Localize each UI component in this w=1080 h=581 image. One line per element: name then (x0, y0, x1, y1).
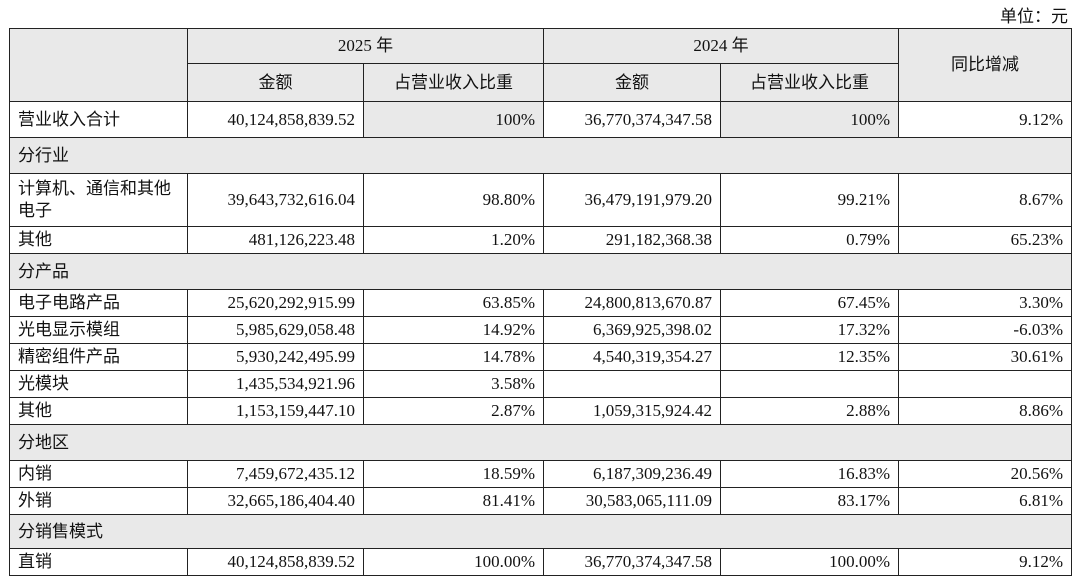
cell-value: 40,124,858,839.52 (187, 548, 364, 576)
table-row: 光模块 1,435,534,921.96 3.58% (9, 370, 1072, 398)
header-year: 2024 年 (543, 28, 899, 64)
cell-value: 6,187,309,236.49 (543, 460, 721, 488)
cell-value: 1.20% (363, 226, 544, 254)
header-blank (9, 28, 188, 102)
header-year: 2025 年 (187, 28, 544, 64)
row-label: 精密组件产品 (9, 343, 188, 371)
cell-value: 81.41% (363, 487, 544, 515)
cell-value: 99.21% (720, 173, 899, 227)
table-row: 精密组件产品 5,930,242,495.99 14.78% 4,540,319,35… (9, 343, 1072, 371)
cell-value: 6.81% (898, 487, 1072, 515)
cell-value: -6.03% (898, 316, 1072, 344)
cell-value: 100.00% (363, 548, 544, 576)
section-label: 分行业 (9, 137, 1072, 174)
cell-value (720, 370, 899, 398)
cell-value: 481,126,223.48 (187, 226, 364, 254)
cell-value: 16.83% (720, 460, 899, 488)
revenue-table: 2025 年 2024 年 同比增减 金额 占营业收入比重 金额 占营业收入比重… (9, 28, 1072, 576)
cell-value: 5,985,629,058.48 (187, 316, 364, 344)
cell-value: 36,770,374,347.58 (543, 101, 721, 138)
cell-value: 25,620,292,915.99 (187, 289, 364, 317)
cell-value: 100% (363, 101, 544, 138)
header-yoy: 同比增减 (898, 28, 1072, 102)
table-row: 直销 40,124,858,839.52 100.00% 36,770,374,347… (9, 548, 1072, 576)
row-label: 光模块 (9, 370, 188, 398)
cell-value: 14.78% (363, 343, 544, 371)
header-sub: 金额 (187, 63, 364, 102)
table-row: 电子电路产品 25,620,292,915.99 63.85% 24,800,813,… (9, 289, 1072, 317)
unit-label: 单位：元 (1000, 7, 1068, 26)
cell-value: 83.17% (720, 487, 899, 515)
cell-value: 100% (720, 101, 899, 138)
cell-value: 65.23% (898, 226, 1072, 254)
table-row: 分地区 (9, 424, 1072, 461)
cell-value: 3.30% (898, 289, 1072, 317)
table-row: 光电显示模组 5,985,629,058.48 14.92% 6,369,925,39… (9, 316, 1072, 344)
row-label: 电子电路产品 (9, 289, 188, 317)
section-label: 分产品 (9, 253, 1072, 290)
section-label: 分地区 (9, 424, 1072, 461)
table-row: 分产品 (9, 253, 1072, 290)
cell-value: 1,153,159,447.10 (187, 397, 364, 425)
row-label: 光电显示模组 (9, 316, 188, 344)
cell-value: 2.87% (363, 397, 544, 425)
cell-value: 0.79% (720, 226, 899, 254)
cell-value: 1,059,315,924.42 (543, 397, 721, 425)
table-row: 外销 32,665,186,404.40 81.41% 30,583,065,111.… (9, 487, 1072, 515)
cell-value: 67.45% (720, 289, 899, 317)
table-row: 内销 7,459,672,435.12 18.59% 6,187,309,236.49… (9, 460, 1072, 488)
table-row: 分行业 (9, 137, 1072, 174)
row-label: 营业收入合计 (9, 101, 188, 138)
row-label: 直销 (9, 548, 188, 576)
cell-value: 8.86% (898, 397, 1072, 425)
header-sub: 占营业收入比重 (363, 63, 544, 102)
cell-value: 6,369,925,398.02 (543, 316, 721, 344)
cell-value: 40,124,858,839.52 (187, 101, 364, 138)
cell-value: 14.92% (363, 316, 544, 344)
row-label: 其他 (9, 226, 188, 254)
cell-value: 12.35% (720, 343, 899, 371)
cell-value: 3.58% (363, 370, 544, 398)
cell-value (898, 370, 1072, 398)
cell-value: 4,540,319,354.27 (543, 343, 721, 371)
section-label: 分销售模式 (9, 514, 1072, 549)
cell-value: 63.85% (363, 289, 544, 317)
cell-value: 30.61% (898, 343, 1072, 371)
row-label: 计算机、通信和其他电子 (9, 173, 188, 227)
cell-value: 17.32% (720, 316, 899, 344)
cell-value: 32,665,186,404.40 (187, 487, 364, 515)
cell-value: 8.67% (898, 173, 1072, 227)
cell-value: 9.12% (898, 548, 1072, 576)
cell-value: 36,770,374,347.58 (543, 548, 721, 576)
row-label: 外销 (9, 487, 188, 515)
row-label: 其他 (9, 397, 188, 425)
cell-value: 5,930,242,495.99 (187, 343, 364, 371)
cell-value: 30,583,065,111.09 (543, 487, 721, 515)
cell-value: 2.88% (720, 397, 899, 425)
table-row: 计算机、通信和其他电子 39,643,732,616.04 98.80% 36,479… (9, 173, 1072, 227)
cell-value: 291,182,368.38 (543, 226, 721, 254)
cell-value: 36,479,191,979.20 (543, 173, 721, 227)
cell-value: 9.12% (898, 101, 1072, 138)
header-sub: 金额 (543, 63, 721, 102)
cell-value: 20.56% (898, 460, 1072, 488)
cell-value: 18.59% (363, 460, 544, 488)
cell-value: 7,459,672,435.12 (187, 460, 364, 488)
table-row: 分销售模式 (9, 514, 1072, 549)
cell-value: 39,643,732,616.04 (187, 173, 364, 227)
table-row: 营业收入合计 40,124,858,839.52 100% 36,770,374,34… (9, 101, 1072, 138)
cell-value (543, 370, 721, 398)
cell-value: 100.00% (720, 548, 899, 576)
cell-value: 1,435,534,921.96 (187, 370, 364, 398)
row-label: 内销 (9, 460, 188, 488)
table-row: 其他 1,153,159,447.10 2.87% 1,059,315,924.42 2… (9, 397, 1072, 425)
header-sub: 占营业收入比重 (720, 63, 899, 102)
cell-value: 98.80% (363, 173, 544, 227)
table-row: 其他 481,126,223.48 1.20% 291,182,368.38 0.79%… (9, 226, 1072, 254)
cell-value: 24,800,813,670.87 (543, 289, 721, 317)
